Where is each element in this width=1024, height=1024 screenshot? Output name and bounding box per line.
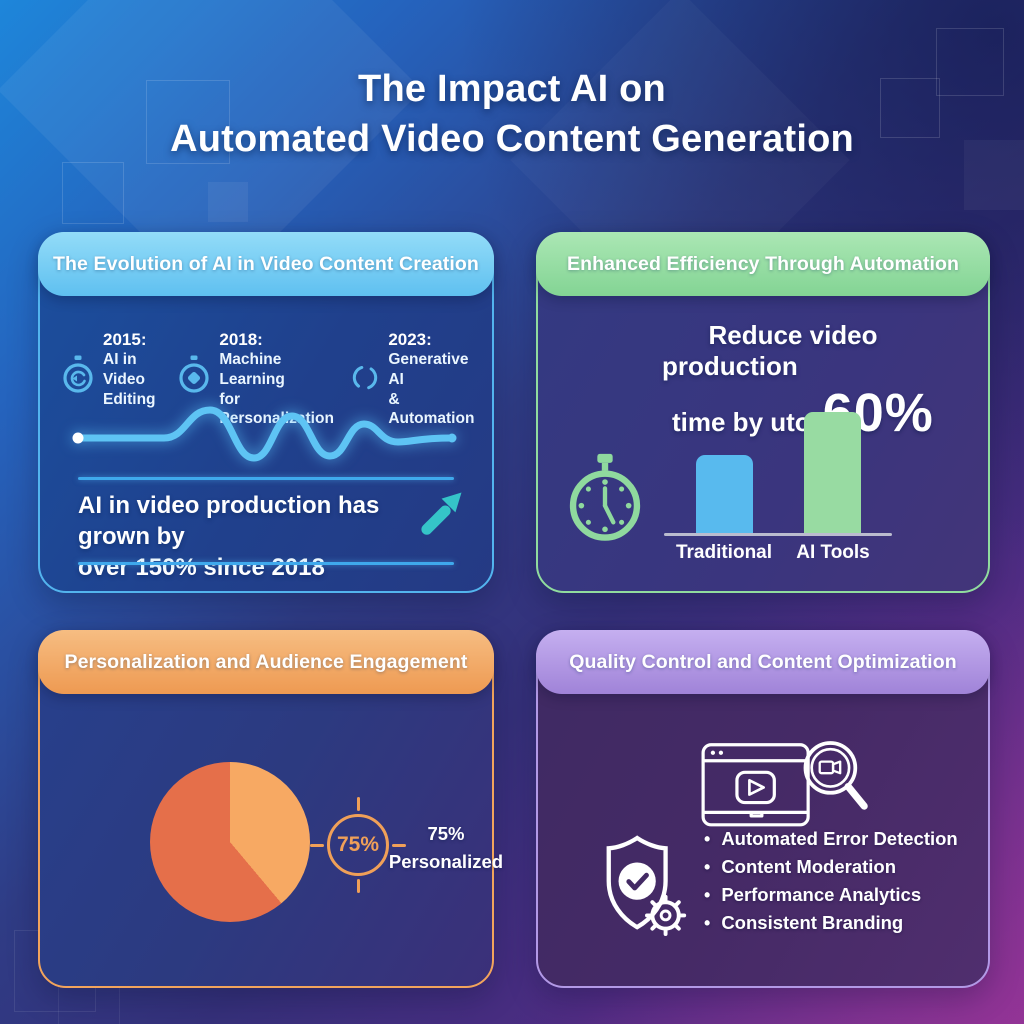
timeline-item-2018: 2018: Machine Learning for Personalizati… xyxy=(176,330,349,429)
bullet-label: Automated Error Detection xyxy=(721,828,958,849)
pie-label-value: 75% xyxy=(427,823,465,844)
stopwatch-record-icon xyxy=(176,354,212,429)
timeline-year: 2018: xyxy=(219,330,263,349)
timeline-text: 2018: Machine Learning for Personalizati… xyxy=(219,330,349,429)
crosshair-tick xyxy=(392,843,406,847)
quality-bullet-list: • Automated Error Detection • Content Mo… xyxy=(704,828,958,934)
timeline-text: 2023: Generative AI & Automation xyxy=(388,330,482,429)
list-item: • Performance Analytics xyxy=(704,884,958,906)
trend-up-arrow-icon xyxy=(416,486,468,543)
divider-line xyxy=(78,477,454,480)
growth-wave-line xyxy=(72,406,457,462)
timeline-line: Machine Learning xyxy=(219,351,285,388)
bar-label-ai-tools: AI Tools xyxy=(796,542,870,563)
bullet-icon: • xyxy=(704,857,711,877)
stopwatch-rewind-icon xyxy=(60,354,96,429)
decor-square xyxy=(208,182,248,222)
claim-line3-text: time by uto xyxy=(672,407,811,437)
bar-ai-tools xyxy=(804,412,861,533)
bullet-label: Consistent Branding xyxy=(721,912,904,933)
bullet-label: Performance Analytics xyxy=(721,884,922,905)
stopwatch-icon xyxy=(564,452,646,549)
page-title-line2: Automated Video Content Generation xyxy=(170,118,854,161)
card-efficiency: Enhanced Efficiency Through Automation R… xyxy=(536,232,990,593)
card-efficiency-header: Enhanced Efficiency Through Automation xyxy=(536,232,990,296)
card-personalization-header: Personalization and Audience Engagement xyxy=(38,630,494,694)
timeline: 2015: AI in Video Editing 2018: Machine … xyxy=(60,330,482,429)
card-personalization: Personalization and Audience Engagement … xyxy=(38,630,503,988)
bullet-icon: • xyxy=(704,913,711,933)
card-quality: Quality Control and Content Optimization xyxy=(536,630,990,988)
growth-stat: AI in video production has grown by over… xyxy=(78,490,428,584)
efficiency-claim: Reduce video production time by uto 60% xyxy=(638,320,948,444)
list-item: • Consistent Branding xyxy=(704,912,958,934)
timeline-item-2015: 2015: AI in Video Editing xyxy=(60,330,176,429)
shield-check-gear-icon xyxy=(596,832,694,947)
growth-stat-line2: over 150% since 2018 xyxy=(78,554,325,582)
timeline-line: AI in Video xyxy=(103,351,145,388)
timeline-text: 2015: AI in Video Editing xyxy=(103,330,176,429)
video-review-magnifier-icon xyxy=(696,734,874,837)
card-quality-header: Quality Control and Content Optimization xyxy=(536,630,990,694)
timeline-line: & Automation xyxy=(388,390,475,428)
target-crosshair-icon: 75% xyxy=(310,797,406,893)
bullet-label: Content Moderation xyxy=(721,856,897,877)
page-title: The Impact AI on Automated Video Content… xyxy=(0,64,1024,164)
card-evolution-header: The Evolution of AI in Video Content Cre… xyxy=(38,232,494,296)
target-value: 75% xyxy=(336,833,380,856)
claim-line3: time by uto 60% xyxy=(638,382,948,444)
timeline-line: Generative AI xyxy=(388,351,469,388)
list-item: • Automated Error Detection xyxy=(704,828,958,850)
pie-label: 75% Personalized xyxy=(388,820,504,876)
bullet-icon: • xyxy=(704,829,711,849)
timeline-year: 2015: xyxy=(103,330,147,349)
bullet-icon: • xyxy=(704,885,711,905)
claim-line2: production xyxy=(662,351,798,381)
page-title-line1: The Impact AI on xyxy=(358,68,666,110)
card-evolution: The Evolution of AI in Video Content Cre… xyxy=(38,232,494,593)
bar-label-traditional: Traditional xyxy=(675,542,773,563)
growth-stat-line1: AI in video production has grown by xyxy=(78,492,380,551)
pie-label-text: Personalized xyxy=(388,850,504,872)
crosshair-tick xyxy=(356,797,360,811)
crosshair-tick xyxy=(356,879,360,893)
claim-line1: Reduce video xyxy=(708,320,878,350)
timeline-line: Editing xyxy=(103,390,156,408)
bar-traditional xyxy=(696,455,753,533)
list-item: • Content Moderation xyxy=(704,856,958,878)
divider-line xyxy=(78,562,454,565)
timeline-item-2023: 2023: Generative AI & Automation xyxy=(349,330,482,429)
chart-baseline xyxy=(664,533,892,536)
progress-arc-icon xyxy=(349,354,381,429)
crosshair-tick xyxy=(310,843,324,847)
timeline-year: 2023: xyxy=(388,330,432,349)
decor-square xyxy=(62,162,124,224)
personalization-pie-chart xyxy=(150,762,310,922)
